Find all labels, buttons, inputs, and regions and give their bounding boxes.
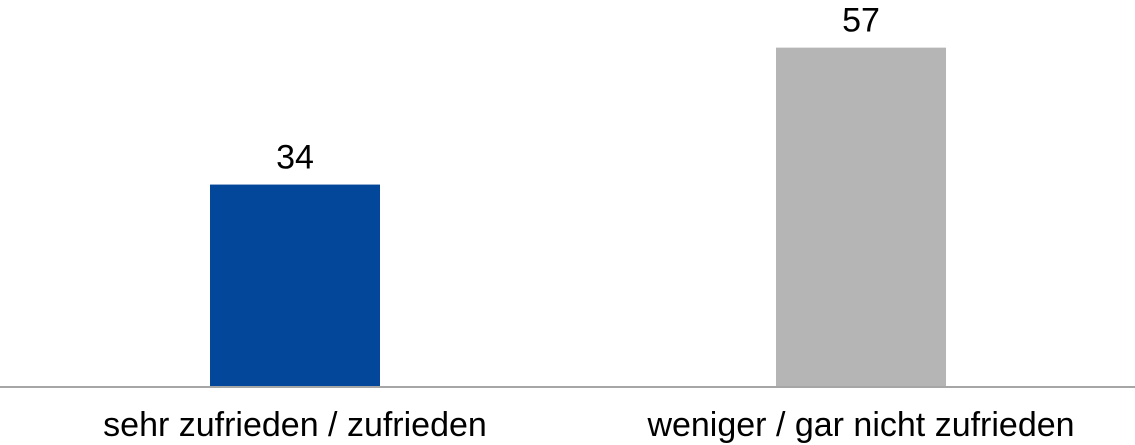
category-label-1: sehr zufrieden / zufrieden	[103, 406, 487, 444]
category-label-2: weniger / gar nicht zufrieden	[646, 406, 1074, 444]
category-labels-layer: sehr zufrieden / zufrieden weniger / gar …	[103, 406, 1074, 444]
bar-value-label-2: 57	[842, 2, 880, 40]
bar-2	[776, 47, 946, 387]
bar-1	[210, 184, 380, 387]
value-labels-layer: 34 57	[276, 2, 880, 177]
bar-value-label-1: 34	[276, 139, 314, 177]
bars-layer	[210, 47, 946, 387]
